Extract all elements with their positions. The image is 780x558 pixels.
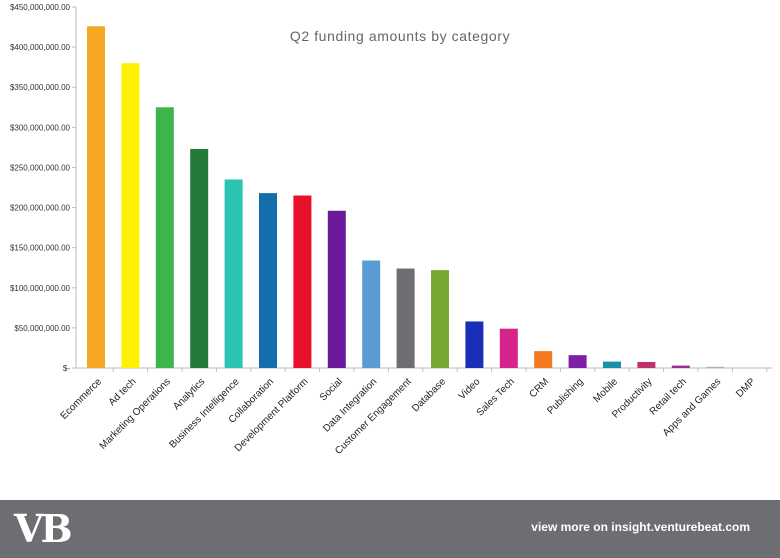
bar (465, 321, 484, 368)
y-tick-label: $100,000,000.00 (10, 284, 71, 293)
bar (431, 270, 449, 368)
x-tick-label: DMP (734, 376, 758, 400)
x-tick-label: Marketing Operations (98, 376, 173, 451)
x-tick-label: Mobile (592, 376, 621, 405)
bar (396, 268, 415, 368)
bar (671, 365, 690, 368)
bar (259, 193, 277, 368)
bar (190, 148, 209, 368)
insight-link[interactable]: view more on insight.venturebeat.com (531, 520, 750, 534)
bar-chart: Q2 funding amounts by category $- $50,000… (10, 3, 772, 457)
x-tick-label: CRM (527, 376, 551, 400)
x-tick-label: Ecommerce (59, 376, 105, 422)
venturebeat-logo[interactable]: VB (14, 506, 73, 551)
x-tick-label: Video (457, 376, 483, 402)
bar (706, 366, 725, 368)
chart-area: Q2 funding amounts by category $- $50,000… (9, 3, 772, 457)
x-tick-label: Apps and Games (661, 376, 723, 438)
x-tick-label: Social (318, 376, 345, 403)
bar (568, 355, 587, 368)
bar (87, 26, 105, 369)
bars-group (87, 26, 725, 369)
bar (293, 195, 312, 368)
y-tick-label: $450,000,000.00 (10, 3, 71, 12)
y-tick-label: $200,000,000.00 (10, 204, 71, 213)
footer-bar: VB view more on insight.venturebeat.com (0, 500, 780, 558)
bar (362, 260, 381, 368)
y-tick-label: $- (63, 364, 70, 373)
chart-title: Q2 funding amounts by category (290, 28, 510, 44)
y-tick-label: $250,000,000.00 (10, 163, 71, 172)
x-tick-label: Database (410, 376, 448, 414)
bar (155, 107, 174, 369)
bar (121, 63, 140, 369)
x-tick-label: Publishing (545, 376, 585, 416)
x-tick-label: Ad tech (107, 376, 139, 408)
bar (637, 361, 656, 368)
y-tick-label: $150,000,000.00 (10, 244, 71, 253)
y-tick-label: $50,000,000.00 (14, 324, 70, 333)
y-tick-label: $400,000,000.00 (10, 43, 71, 52)
bar (499, 328, 518, 368)
bar (534, 351, 553, 368)
bar (327, 210, 346, 368)
y-tick-label: $300,000,000.00 (10, 123, 71, 132)
bar (603, 361, 621, 368)
bar (224, 179, 243, 368)
y-tick-label: $350,000,000.00 (10, 83, 71, 92)
